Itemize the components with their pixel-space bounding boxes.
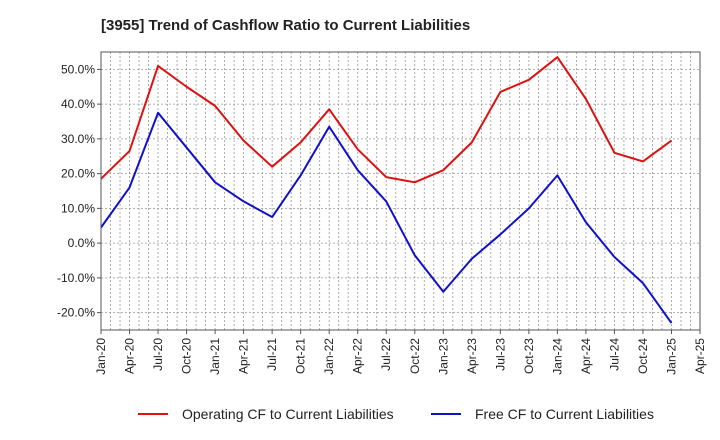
- plot-background: [101, 52, 700, 330]
- x-tick-label: Oct-24: [636, 338, 650, 374]
- y-tick-label: 20.0%: [61, 167, 95, 181]
- x-tick-label: Apr-21: [237, 338, 251, 374]
- x-tick-label: Oct-23: [522, 338, 536, 374]
- x-tick-label: Jul-20: [151, 338, 165, 371]
- x-tick-label: Jan-25: [664, 338, 678, 375]
- series-line: [100, 111, 673, 324]
- x-tick-label: Oct-21: [294, 338, 308, 374]
- legend: Operating CF to Current Liabilities Free …: [138, 406, 654, 422]
- chart-title: [3955] Trend of Cashflow Ratio to Curren…: [101, 17, 470, 34]
- x-tick-label: Apr-23: [465, 338, 479, 374]
- x-tick-label: Oct-20: [180, 338, 194, 374]
- x-tick-label: Jul-21: [265, 338, 279, 371]
- y-axis: -20.0% -10.0% 0.0% 10.0% 20.0% 30.0% 40.0% 50.0…: [57, 62, 101, 320]
- x-tick-label: Jan-24: [550, 338, 564, 375]
- x-tick-label: Jul-23: [493, 338, 507, 371]
- x-tick-label: Apr-20: [123, 338, 137, 374]
- y-tick-label: 10.0%: [61, 201, 95, 215]
- x-tick-label: Jan-22: [322, 338, 336, 375]
- y-tick-label: -10.0%: [57, 271, 95, 285]
- series-line: [100, 56, 673, 184]
- series-layer: [100, 56, 673, 324]
- plot-frame: [100, 51, 701, 331]
- y-tick-label: 40.0%: [61, 97, 95, 111]
- x-tick-label: Jul-24: [607, 338, 621, 371]
- y-tick-label: 30.0%: [61, 132, 95, 146]
- y-tick-label: -20.0%: [57, 306, 95, 320]
- x-tick-label: Apr-24: [579, 338, 593, 374]
- x-tick-label: Jul-22: [379, 338, 393, 371]
- x-axis: Jan-20 Apr-20 Jul-20 Oct-20 Jan-21 Apr-21 Jul-…: [94, 330, 707, 375]
- x-tick-label: Oct-22: [408, 338, 422, 374]
- x-tick-label: Jan-21: [208, 338, 222, 375]
- y-tick-label: 50.0%: [61, 62, 95, 76]
- x-tick-label: Jan-23: [436, 338, 450, 375]
- legend-label: Operating CF to Current Liabilities: [182, 406, 394, 422]
- x-tick-label: Jan-20: [94, 338, 108, 375]
- x-tick-label: Apr-25: [693, 338, 707, 374]
- legend-label: Free CF to Current Liabilities: [475, 406, 654, 422]
- x-tick-label: Apr-22: [351, 338, 365, 374]
- y-tick-label: 0.0%: [68, 236, 96, 250]
